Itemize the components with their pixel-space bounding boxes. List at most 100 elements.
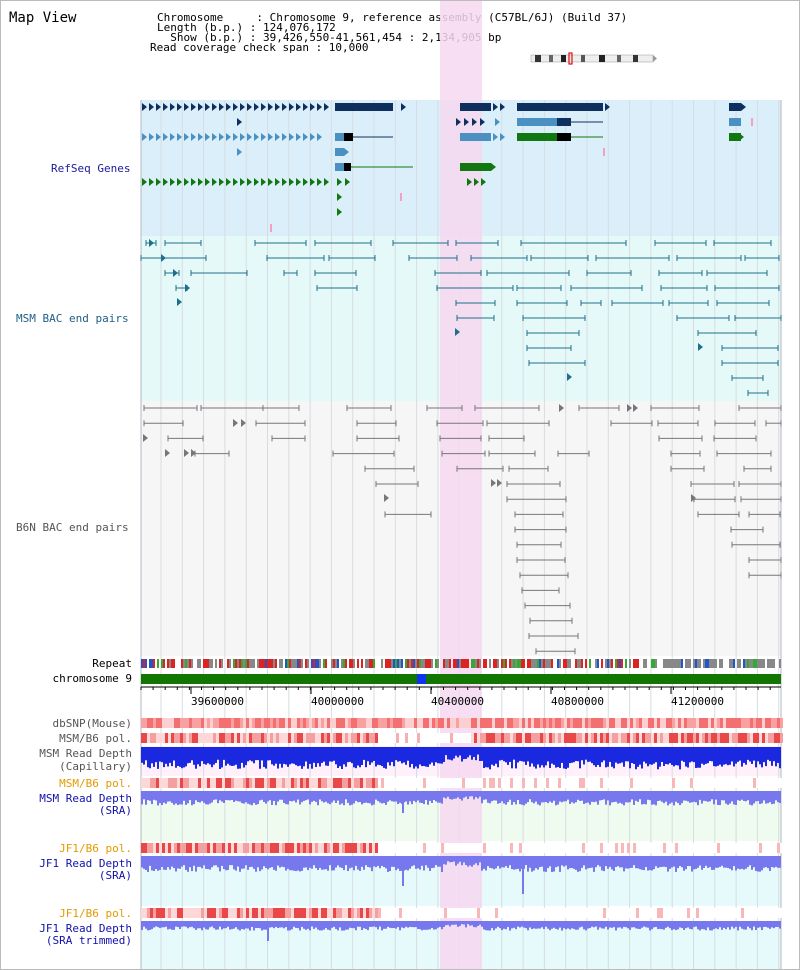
heat-cell <box>237 908 240 918</box>
depth-bar <box>539 921 541 929</box>
depth-bar <box>541 747 543 766</box>
depth-bar <box>499 921 501 929</box>
heat-cell <box>588 733 591 743</box>
depth-spike <box>522 856 524 894</box>
heat-cell <box>171 908 174 918</box>
heat-cell <box>273 733 276 743</box>
depth-bar <box>667 921 669 927</box>
depth-bar <box>773 791 775 804</box>
heat-cell <box>141 733 144 743</box>
depth-bar <box>561 921 563 931</box>
depth-bar <box>405 791 407 802</box>
depth-bar <box>225 921 227 929</box>
depth-bar <box>579 791 581 801</box>
depth-bar <box>269 791 271 801</box>
depth-bar <box>307 856 309 871</box>
depth-bar <box>599 791 601 801</box>
depth-bar <box>659 747 661 767</box>
depth-bar <box>457 921 459 927</box>
depth-bar <box>599 856 601 867</box>
track-label-msm-depth-sra: MSM Read Depth <box>39 792 132 805</box>
depth-bar <box>471 747 473 760</box>
depth-bar <box>625 747 627 762</box>
repeat-element <box>361 659 363 668</box>
depth-bar <box>481 747 483 761</box>
heat-cell <box>567 778 570 788</box>
repeat-element <box>575 659 577 668</box>
depth-bar <box>597 856 599 866</box>
depth-bar <box>391 921 393 929</box>
heat-cell <box>753 778 756 788</box>
heat-cell <box>345 733 348 743</box>
msm-bac-pairs <box>140 239 782 396</box>
depth-bar <box>597 791 599 805</box>
repeat-element <box>239 659 241 668</box>
heat-cell <box>627 778 630 788</box>
depth-bar <box>243 921 245 930</box>
depth-bar <box>391 856 393 867</box>
heat-cell <box>219 733 222 743</box>
depth-bar <box>471 791 473 797</box>
depth-bar <box>763 791 765 801</box>
depth-bar <box>221 856 223 866</box>
heat-cell <box>333 718 336 728</box>
depth-bar <box>465 747 467 759</box>
repeat-element <box>471 659 473 668</box>
depth-bar <box>447 856 449 862</box>
depth-bar <box>287 747 289 767</box>
gene-exon-arrow <box>317 178 322 186</box>
refseq-gene-features <box>142 103 753 232</box>
depth-bar <box>773 856 775 868</box>
repeat-element <box>337 659 339 668</box>
heat-cell <box>225 733 228 743</box>
heat-cell <box>327 718 330 728</box>
depth-bar <box>711 856 713 870</box>
heat-cell <box>312 843 315 853</box>
depth-bar <box>505 856 507 867</box>
heat-cell <box>354 718 357 728</box>
depth-bar <box>225 791 227 801</box>
depth-bar <box>351 747 353 764</box>
heat-cell <box>366 778 369 788</box>
depth-bar <box>649 856 651 871</box>
depth-bar <box>709 856 711 868</box>
depth-bar <box>223 747 225 760</box>
depth-bar <box>719 921 721 928</box>
depth-bar <box>399 856 401 871</box>
repeat-element <box>373 659 375 668</box>
depth-bar <box>737 791 739 801</box>
track-label-jf1-depth-sra-sub: (SRA) <box>98 869 132 882</box>
heat-cell <box>714 718 717 728</box>
heat-cell <box>675 718 678 728</box>
heat-cell <box>759 718 762 728</box>
depth-bar <box>699 747 701 768</box>
heat-cell <box>177 733 180 743</box>
heat-cell <box>210 778 213 788</box>
heat-cell <box>768 843 771 853</box>
depth-bar <box>423 921 425 930</box>
heat-cell <box>519 778 522 788</box>
depth-bar <box>677 791 679 804</box>
depth-bar <box>567 856 569 870</box>
depth-bar <box>475 747 477 761</box>
heat-cell <box>357 733 360 743</box>
depth-bar <box>665 856 667 868</box>
repeat-element <box>773 659 775 668</box>
depth-bar <box>301 921 303 927</box>
depth-bar <box>767 921 769 928</box>
depth-bar <box>453 747 455 759</box>
heat-cell <box>162 778 165 788</box>
heat-cell <box>642 778 645 788</box>
repeat-element <box>633 659 635 668</box>
depth-bar <box>543 921 545 930</box>
heat-cell <box>465 908 468 918</box>
repeat-element <box>341 659 343 668</box>
depth-bar <box>577 747 579 762</box>
depth-bar <box>355 921 357 931</box>
repeat-element <box>149 659 151 668</box>
heat-cell <box>702 718 705 728</box>
depth-bar <box>567 791 569 800</box>
heat-cell <box>339 718 342 728</box>
depth-bar <box>739 791 741 801</box>
